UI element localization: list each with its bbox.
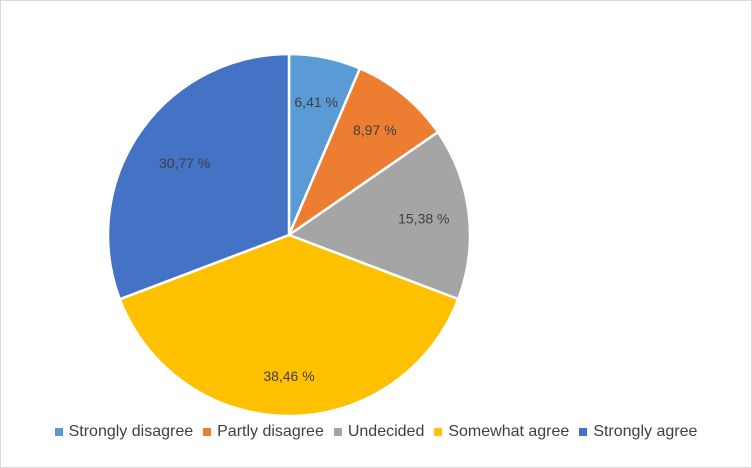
pie-slice-5 [106,52,291,301]
legend-swatch [203,428,212,436]
legend-label: Undecided [347,423,425,440]
legend-swatch [54,428,63,436]
pie-slice-2 [287,67,440,237]
legend-swatch [579,428,588,436]
data-label-2: 8,97 % [353,122,397,138]
legend-swatch [333,428,342,436]
pie-slice-4 [118,233,460,418]
data-label-3: 15,38 % [398,211,449,227]
pie-slice-3 [287,130,472,301]
legend: Strongly disagree Partly disagree Undecide… [1,423,751,441]
data-label-1: 6,41 % [294,94,338,110]
data-label-4: 38,46 % [263,368,314,384]
legend-label: Partly disagree [217,423,324,440]
legend-entry: Undecided [333,423,425,441]
legend-entry: Strongly agree [579,423,697,441]
legend-label: Strongly agree [593,423,698,440]
legend-swatch [434,428,443,436]
legend-entry: Strongly disagree [54,423,194,441]
pie-chart: 6,41 % 8,97 % 15,38 % 38,46 % 30,77 % [106,52,472,418]
legend-entry: Somewhat agree [434,423,569,441]
data-label-5: 30,77 % [159,155,210,171]
legend-label: Strongly disagree [68,423,194,440]
legend-entry: Partly disagree [203,423,324,441]
legend-label: Somewhat agree [448,423,570,440]
